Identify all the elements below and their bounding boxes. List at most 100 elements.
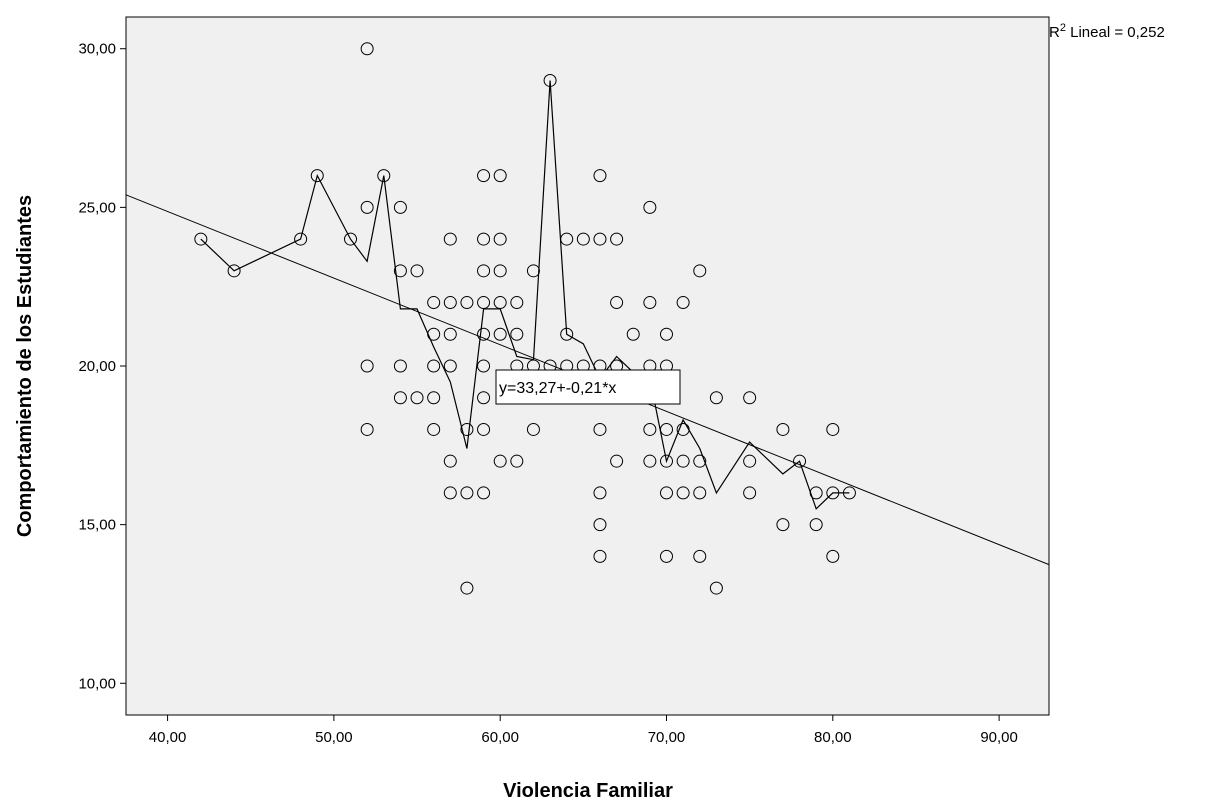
- equation-label-box: y=33,27+-0,21*x: [495, 369, 681, 405]
- data-point: [842, 486, 856, 500]
- data-point: [443, 454, 457, 468]
- data-point: [510, 454, 524, 468]
- y-tick-label: 30,00: [78, 41, 116, 58]
- data-point: [477, 169, 491, 183]
- data-point: [443, 296, 457, 310]
- data-point: [776, 422, 790, 436]
- data-point: [427, 327, 441, 341]
- data-point: [360, 422, 374, 436]
- data-point: [643, 454, 657, 468]
- data-point: [477, 232, 491, 246]
- data-point: [493, 169, 507, 183]
- data-point: [709, 391, 723, 405]
- data-point: [826, 549, 840, 563]
- r2-annotation: R2 Lineal = 0,252: [1049, 22, 1165, 41]
- r2-label: R: [1049, 24, 1060, 41]
- data-point: [560, 232, 574, 246]
- y-tick-label: 20,00: [78, 358, 116, 375]
- data-point: [460, 296, 474, 310]
- y-axis-title: Comportamiento de los Estudiantes: [14, 195, 36, 537]
- data-point: [460, 581, 474, 595]
- data-point: [393, 391, 407, 405]
- data-point: [743, 486, 757, 500]
- data-point: [477, 486, 491, 500]
- data-point: [793, 454, 807, 468]
- data-point: [477, 327, 491, 341]
- data-point: [493, 264, 507, 278]
- loess-line: [200, 80, 850, 510]
- data-point: [410, 391, 424, 405]
- data-point: [643, 422, 657, 436]
- data-point: [477, 391, 491, 405]
- data-point: [676, 296, 690, 310]
- data-point: [743, 454, 757, 468]
- data-point: [659, 454, 673, 468]
- data-point: [427, 422, 441, 436]
- data-point: [427, 296, 441, 310]
- data-point: [227, 264, 241, 278]
- data-point: [643, 200, 657, 214]
- x-tick-label: 40,00: [149, 729, 187, 746]
- data-point: [659, 486, 673, 500]
- plot-area: [125, 16, 1050, 716]
- data-point: [493, 232, 507, 246]
- data-point: [659, 422, 673, 436]
- data-point: [809, 518, 823, 532]
- x-tick-label: 90,00: [980, 729, 1018, 746]
- data-point: [360, 359, 374, 373]
- equation-box: [495, 369, 681, 405]
- data-point: [826, 486, 840, 500]
- data-point: [659, 327, 673, 341]
- x-tick-label: 50,00: [315, 729, 353, 746]
- data-point: [543, 73, 557, 87]
- data-point: [610, 454, 624, 468]
- data-point: [693, 549, 707, 563]
- data-point: [776, 518, 790, 532]
- data-point: [310, 169, 324, 183]
- data-point: [643, 296, 657, 310]
- data-point: [693, 486, 707, 500]
- data-point: [393, 264, 407, 278]
- x-tick-label: 80,00: [814, 729, 852, 746]
- data-point: [693, 454, 707, 468]
- data-point: [709, 581, 723, 595]
- data-point: [526, 264, 540, 278]
- x-axis-title: Violencia Familiar: [503, 780, 673, 802]
- data-point: [610, 232, 624, 246]
- data-point: [743, 391, 757, 405]
- data-point: [659, 549, 673, 563]
- data-point: [477, 296, 491, 310]
- data-point: [510, 296, 524, 310]
- data-point: [493, 296, 507, 310]
- data-point: [294, 232, 308, 246]
- data-point: [626, 327, 640, 341]
- data-point: [593, 518, 607, 532]
- data-point: [377, 169, 391, 183]
- data-point: [676, 454, 690, 468]
- y-tick-label: 15,00: [78, 517, 116, 534]
- r2-superscript: 2: [1060, 22, 1066, 34]
- equation-text: y=33,27+-0,21*x: [499, 380, 616, 397]
- data-point: [809, 486, 823, 500]
- y-tick-label: 10,00: [78, 675, 116, 692]
- data-point: [477, 422, 491, 436]
- data-point: [560, 327, 574, 341]
- r2-value: Lineal = 0,252: [1066, 24, 1165, 41]
- data-point: [443, 327, 457, 341]
- data-point: [360, 200, 374, 214]
- data-point: [443, 359, 457, 373]
- x-tick-label: 60,00: [481, 729, 519, 746]
- data-point: [493, 327, 507, 341]
- data-point: [393, 359, 407, 373]
- data-point: [593, 486, 607, 500]
- data-point: [510, 327, 524, 341]
- data-point: [427, 391, 441, 405]
- y-tick-label: 25,00: [78, 199, 116, 216]
- data-point: [194, 232, 208, 246]
- data-point: [443, 232, 457, 246]
- data-point: [344, 232, 358, 246]
- data-point: [460, 486, 474, 500]
- data-point: [460, 422, 474, 436]
- data-point: [593, 232, 607, 246]
